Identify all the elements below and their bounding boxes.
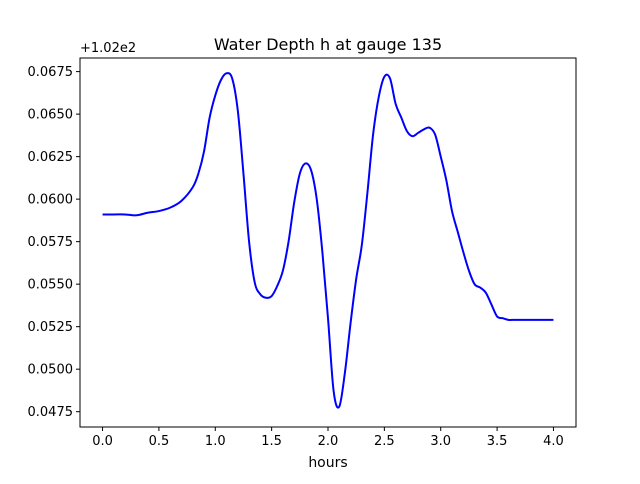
x-tick-label: 0.5 xyxy=(149,434,170,449)
x-tick-label: 3.5 xyxy=(487,434,508,449)
x-tick-label: 2.5 xyxy=(374,434,395,449)
y-tick-label: 0.0500 xyxy=(28,363,74,378)
x-axis: 0.0 0.5 1.0 1.5 2.0 2.5 3.0 3.5 4.0 xyxy=(92,427,564,449)
y-tick-label: 0.0475 xyxy=(28,405,74,420)
y-tick-label: 0.0575 xyxy=(28,235,74,250)
y-tick-label: 0.0650 xyxy=(28,108,74,123)
x-tick-label: 2.0 xyxy=(318,434,339,449)
x-tick-label: 1.0 xyxy=(205,434,226,449)
y-axis-offset-label: +1.02e2 xyxy=(80,41,136,56)
y-tick-label: 0.0550 xyxy=(28,278,74,293)
y-axis: 0.0475 0.0500 0.0525 0.0550 0.0575 0.0600 0.06… xyxy=(28,65,80,420)
x-axis-label: hours xyxy=(308,455,347,471)
y-tick-label: 0.0675 xyxy=(28,65,74,80)
x-tick-label: 3.0 xyxy=(430,434,451,449)
series-line xyxy=(102,72,554,409)
y-tick-label: 0.0625 xyxy=(28,150,74,165)
x-tick-label: 0.0 xyxy=(92,434,113,449)
x-tick-label: 4.0 xyxy=(543,434,564,449)
y-tick-label: 0.0600 xyxy=(28,193,74,208)
x-tick-label: 1.5 xyxy=(261,434,282,449)
chart-title: Water Depth h at gauge 135 xyxy=(214,35,442,54)
y-tick-label: 0.0525 xyxy=(28,320,74,335)
